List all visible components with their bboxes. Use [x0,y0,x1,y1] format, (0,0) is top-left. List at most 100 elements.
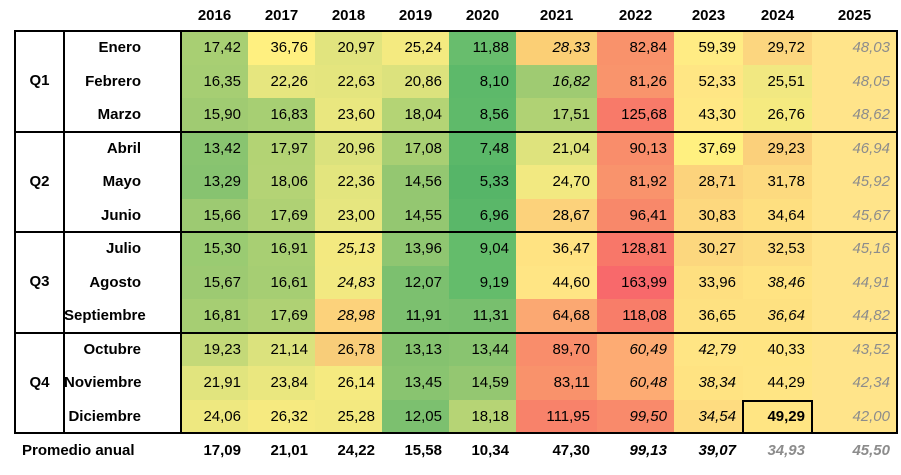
value-cell: 36,65 [674,299,743,333]
value-cell: 14,56 [382,165,449,199]
value-cell: 17,42 [181,31,248,65]
month-label: Marzo [97,106,141,123]
value-cell: 36,76 [248,31,315,65]
value-cell: 16,83 [248,98,315,132]
year-header: 2018 [331,7,366,24]
average-value: 17,09 [203,442,241,459]
value-cell: 26,32 [248,399,315,433]
value-cell: 21,91 [181,366,248,400]
value-cell: 14,59 [449,366,516,400]
value-cell: 52,33 [674,64,743,98]
value-cell: 59,39 [674,31,743,65]
table-right-border [896,30,898,433]
value-cell: 30,83 [674,198,743,232]
quarter-divider [14,231,898,233]
value-cell: 9,04 [449,232,516,266]
value-cell: 23,60 [315,98,382,132]
value-cell: 163,99 [597,265,674,299]
value-cell: 11,91 [382,299,449,333]
value-cell: 125,68 [597,98,674,132]
value-cell: 21,14 [248,332,315,366]
value-cell: 12,07 [382,265,449,299]
quarter-column-divider [63,30,65,433]
month-label: Mayo [102,173,141,190]
value-cell: 16,82 [516,64,597,98]
value-cell: 30,27 [674,232,743,266]
value-cell: 48,05 [812,64,897,98]
value-cell: 26,14 [315,366,382,400]
table-left-border [14,30,16,433]
year-header: 2020 [465,7,500,24]
value-cell: 14,55 [382,198,449,232]
value-cell: 36,64 [743,299,812,333]
value-cell: 11,31 [449,299,516,333]
value-cell: 89,70 [516,332,597,366]
quarter-divider [14,130,898,133]
month-label: Noviembre [64,374,142,391]
value-cell: 44,82 [812,299,897,333]
year-header: 2025 [837,7,872,24]
month-column-divider [180,30,182,433]
value-cell: 17,97 [248,131,315,165]
value-cell: 25,28 [315,399,382,433]
value-cell: 32,53 [743,232,812,266]
value-cell: 13,13 [382,332,449,366]
value-cell: 29,72 [743,31,812,65]
value-cell: 28,67 [516,198,597,232]
value-cell: 23,00 [315,198,382,232]
value-cell: 96,41 [597,198,674,232]
value-cell: 18,06 [248,165,315,199]
value-cell: 40,33 [743,332,812,366]
value-cell: 18,18 [449,399,516,433]
value-cell: 5,33 [449,165,516,199]
quarter-label: Q3 [29,273,50,290]
value-cell: 45,92 [812,165,897,199]
value-cell: 42,00 [812,399,897,433]
average-label: Promedio anual [22,442,135,459]
average-value: 34,93 [767,442,805,459]
value-cell: 64,68 [516,299,597,333]
month-label: Octubre [83,340,141,358]
average-value: 39,07 [698,442,736,459]
value-cell: 13,96 [382,232,449,266]
average-value: 99,13 [629,442,667,459]
value-cell: 25,13 [315,232,382,266]
value-cell: 46,94 [812,131,897,165]
value-cell: 44,60 [516,265,597,299]
value-cell: 19,23 [181,332,248,366]
year-header: 2022 [618,7,653,24]
year-header: 2024 [760,7,795,24]
value-cell: 17,69 [248,198,315,232]
value-cell: 118,08 [597,299,674,333]
value-cell: 26,76 [743,98,812,132]
value-cell: 99,50 [597,399,674,433]
value-cell: 22,63 [315,64,382,98]
value-cell: 81,26 [597,64,674,98]
value-cell: 34,64 [743,198,812,232]
value-cell: 26,78 [315,332,382,366]
year-header: 2023 [691,7,726,24]
table-bottom-border [14,432,898,434]
value-cell: 22,36 [315,165,382,199]
value-cell: 28,71 [674,165,743,199]
value-cell: 83,11 [516,366,597,400]
average-value: 45,50 [852,442,890,459]
year-header: 2017 [264,7,299,24]
month-label: Diciembre [68,407,141,425]
value-cell: 7,48 [449,131,516,165]
value-cell: 111,95 [516,399,597,433]
value-cell: 43,52 [812,332,897,366]
value-cell: 17,08 [382,131,449,165]
average-value: 15,58 [404,442,442,459]
value-cell: 38,46 [743,265,812,299]
value-cell: 48,62 [812,98,897,132]
value-cell: 15,30 [181,232,248,266]
value-cell: 18,04 [382,98,449,132]
month-label: Septiembre [64,307,146,324]
quarter-label: Q1 [29,72,50,89]
value-cell: 9,19 [449,265,516,299]
average-value: 47,30 [552,442,590,459]
value-cell: 28,33 [516,31,597,65]
month-label: Febrero [85,72,141,90]
value-cell: 128,81 [597,232,674,266]
